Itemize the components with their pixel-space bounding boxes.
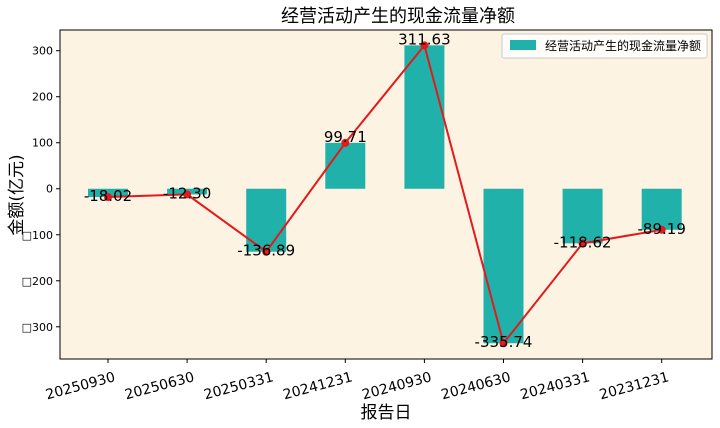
line-point-20250930 [104,193,112,202]
data-labels-group: -18.02 -12.30 -136.89 99.71 311.63 -335.74 -11… [84,30,686,351]
x-tick-label: 20240331 [519,369,592,403]
series-line [107,43,662,346]
bar-20240930 [404,45,445,189]
x-tick-label: 20250630 [123,369,196,403]
x-tick-label: 20240630 [440,369,513,403]
line-point-20250331 [262,247,271,256]
x-tick-label: 20240930 [360,369,433,403]
x-tick-label: 20250331 [202,369,275,403]
x-ticks-group: 20250930 20250630 20250331 20241231 20240930… [44,359,671,403]
data-label-20231231: -89.19 [638,220,686,238]
data-label-20240630: -335.74 [475,333,533,351]
legend-box [501,33,708,59]
legend: 经营活动产生的现金流量净额 [501,33,708,59]
line-point-20241231 [341,138,350,147]
y-ticks-group: 300 200 100 0 □100 □200 □300 [22,45,60,334]
x-tick-label: 20250930 [44,369,117,403]
data-label-20250331: -136.89 [237,242,295,260]
line-point-20240331 [578,239,587,248]
y-tick-label: □200 [22,275,53,288]
line-point-20250630 [183,190,192,199]
y-tick-label: 300 [32,45,53,58]
line-point-20240630 [499,339,508,348]
bar-20240630 [483,188,524,344]
data-label-20250630: -12.30 [163,184,211,202]
chart-title: 经营活动产生的现金流量净额 [281,6,515,27]
data-label-20240331: -118.62 [554,233,612,251]
x-tick-label: 20241231 [281,369,354,403]
data-label-20240930: 311.63 [398,30,451,48]
x-tick-label: 20231231 [598,369,671,403]
bar-20250930 [88,188,128,198]
data-label-20250930: -18.02 [84,187,132,205]
y-tick-label: 200 [32,91,53,104]
y-axis-label: 金额(亿元) [7,154,27,235]
data-label-20241231: 99.71 [324,128,367,146]
bar-20241231 [325,142,366,189]
line-series-group [104,41,666,348]
x-axis-label: 报告日 [361,403,412,423]
bar-20240331 [562,188,603,244]
line-point-20240930 [420,41,429,50]
y-tick-label: □300 [22,321,53,334]
y-tick-label: □100 [22,229,53,242]
bar-20231231 [641,188,682,230]
y-tick-label: 0 [46,183,53,196]
legend-swatch [510,40,536,50]
bars-group [88,45,682,344]
line-point-20231231 [657,225,666,234]
legend-label: 经营活动产生的现金流量净额 [545,38,701,53]
y-tick-label: 100 [32,137,53,150]
